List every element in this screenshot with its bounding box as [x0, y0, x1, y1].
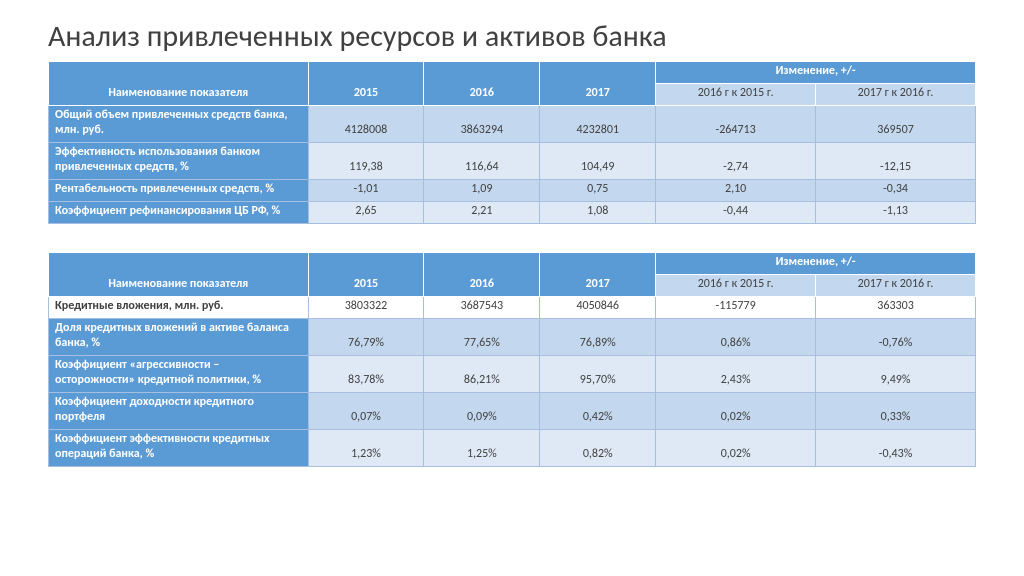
col-2017: 2017 — [540, 253, 656, 297]
cell-2017: 0,75 — [540, 180, 656, 202]
cell-2016: 3863294 — [424, 106, 540, 143]
cell-2015: 0,07% — [308, 393, 424, 430]
table-row: Коэффициент доходности кредитного портфе… — [49, 393, 976, 430]
row-label: Кредитные вложения, млн. руб. — [49, 297, 309, 319]
col-delta-2: 2017 г к 2016 г. — [816, 84, 976, 106]
table-header: Наименование показателя 2015 2016 2017 И… — [49, 62, 976, 106]
cell-2017: 4232801 — [540, 106, 656, 143]
cell-2015: 119,38 — [308, 143, 424, 180]
col-2017: 2017 — [540, 62, 656, 106]
table-row: Рентабельность привлеченных средств, % -… — [49, 180, 976, 202]
cell-2016: 86,21% — [424, 356, 540, 393]
cell-delta1: -0,44 — [656, 202, 816, 224]
col-delta-2: 2017 г к 2016 г. — [816, 275, 976, 297]
col-2016: 2016 — [424, 253, 540, 297]
cell-delta2: -1,13 — [816, 202, 976, 224]
table-row: Кредитные вложения, млн. руб. 3803322 36… — [49, 297, 976, 319]
cell-delta1: 2,10 — [656, 180, 816, 202]
table-assets: Наименование показателя 2015 2016 2017 И… — [48, 252, 976, 467]
cell-delta1: 0,02% — [656, 393, 816, 430]
cell-delta2: 369507 — [816, 106, 976, 143]
row-label: Коэффициент эффективности кредитных опер… — [49, 430, 309, 467]
col-2016: 2016 — [424, 62, 540, 106]
cell-2015: 1,23% — [308, 430, 424, 467]
table-resources: Наименование показателя 2015 2016 2017 И… — [48, 61, 976, 224]
cell-delta1: -115779 — [656, 297, 816, 319]
cell-delta2: -0,43% — [816, 430, 976, 467]
cell-delta2: -0,34 — [816, 180, 976, 202]
table-row: Эффективность использования банком привл… — [49, 143, 976, 180]
cell-delta1: 0,86% — [656, 319, 816, 356]
cell-2017: 0,42% — [540, 393, 656, 430]
cell-2017: 95,70% — [540, 356, 656, 393]
row-label: Эффективность использования банком привл… — [49, 143, 309, 180]
cell-2015: 2,65 — [308, 202, 424, 224]
row-label: Доля кредитных вложений в активе баланса… — [49, 319, 309, 356]
cell-2017: 4050846 — [540, 297, 656, 319]
cell-2015: 4128008 — [308, 106, 424, 143]
cell-delta2: -12,15 — [816, 143, 976, 180]
row-label: Общий объем привлеченных средств банка, … — [49, 106, 309, 143]
cell-2016: 116,64 — [424, 143, 540, 180]
cell-2016: 1,25% — [424, 430, 540, 467]
row-label: Коэффициент «агрессивности – осторожност… — [49, 356, 309, 393]
row-label: Рентабельность привлеченных средств, % — [49, 180, 309, 202]
col-2015: 2015 — [308, 253, 424, 297]
cell-delta1: -264713 — [656, 106, 816, 143]
col-delta-group: Изменение, +/- — [656, 253, 976, 275]
cell-delta2: 0,33% — [816, 393, 976, 430]
cell-2016: 3687543 — [424, 297, 540, 319]
col-delta-1: 2016 г к 2015 г. — [656, 275, 816, 297]
cell-delta2: -0,76% — [816, 319, 976, 356]
cell-2015: 76,79% — [308, 319, 424, 356]
cell-delta1: 0,02% — [656, 430, 816, 467]
cell-2016: 0,09% — [424, 393, 540, 430]
col-delta-1: 2016 г к 2015 г. — [656, 84, 816, 106]
cell-2015: 3803322 — [308, 297, 424, 319]
cell-2016: 2,21 — [424, 202, 540, 224]
cell-2016: 1,09 — [424, 180, 540, 202]
table-row: Доля кредитных вложений в активе баланса… — [49, 319, 976, 356]
row-label: Коэффициент доходности кредитного портфе… — [49, 393, 309, 430]
cell-delta1: 2,43% — [656, 356, 816, 393]
cell-2017: 76,89% — [540, 319, 656, 356]
col-indicator: Наименование показателя — [49, 253, 309, 297]
table-row: Общий объем привлеченных средств банка, … — [49, 106, 976, 143]
cell-delta1: -2,74 — [656, 143, 816, 180]
col-indicator: Наименование показателя — [49, 62, 309, 106]
cell-delta2: 363303 — [816, 297, 976, 319]
cell-2017: 1,08 — [540, 202, 656, 224]
cell-2015: -1,01 — [308, 180, 424, 202]
table-row: Коэффициент рефинансирования ЦБ РФ, % 2,… — [49, 202, 976, 224]
table-row: Коэффициент эффективности кредитных опер… — [49, 430, 976, 467]
cell-2017: 0,82% — [540, 430, 656, 467]
table-row: Коэффициент «агрессивности – осторожност… — [49, 356, 976, 393]
page-title: Анализ привлеченных ресурсов и активов б… — [48, 18, 976, 55]
cell-2016: 77,65% — [424, 319, 540, 356]
cell-2017: 104,49 — [540, 143, 656, 180]
row-label: Коэффициент рефинансирования ЦБ РФ, % — [49, 202, 309, 224]
cell-delta2: 9,49% — [816, 356, 976, 393]
table-header: Наименование показателя 2015 2016 2017 И… — [49, 253, 976, 297]
col-delta-group: Изменение, +/- — [656, 62, 976, 84]
cell-2015: 83,78% — [308, 356, 424, 393]
col-2015: 2015 — [308, 62, 424, 106]
